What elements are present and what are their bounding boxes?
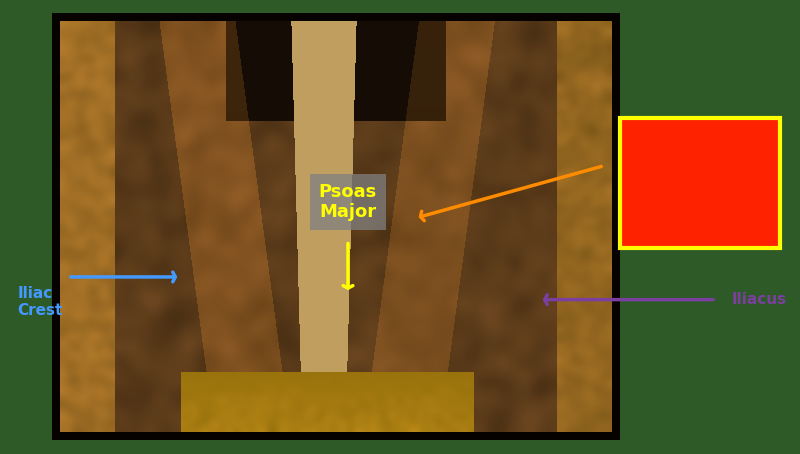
Text: Iliac
Crest: Iliac Crest xyxy=(18,286,63,318)
Text: Iliacus: Iliacus xyxy=(732,292,787,307)
Bar xyxy=(620,118,780,248)
Text: Psoas
Major: Psoas Major xyxy=(319,183,377,222)
